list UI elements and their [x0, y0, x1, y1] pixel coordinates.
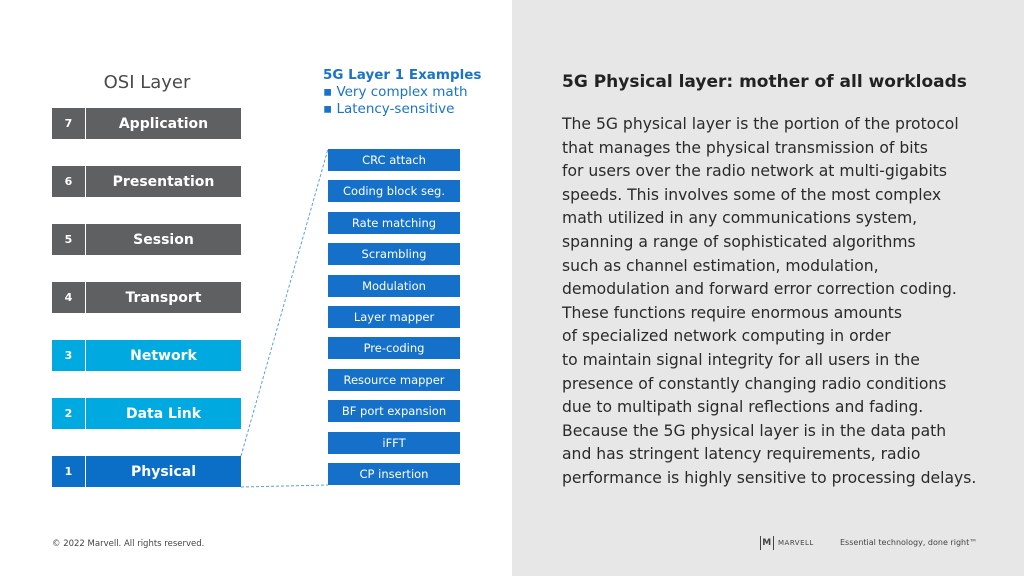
osi-layer-5: 5 Session [52, 224, 241, 255]
paragraph-line: to maintain signal integrity for all use… [562, 350, 920, 369]
examples-heading: 5G Layer 1 Examples [323, 67, 482, 83]
paragraph-line: that manages the physical transmission o… [562, 138, 928, 157]
paragraph-line: presence of constantly changing radio co… [562, 374, 947, 393]
osi-layer-4: 4 Transport [52, 282, 241, 313]
layer-label: Presentation [112, 173, 215, 190]
layer-number: 3 [52, 340, 86, 371]
bullet: ▪ Very complex math [323, 84, 468, 100]
content-title: 5G Physical layer: mother of all workloa… [562, 72, 967, 92]
paragraph-line: Because the 5G physical layer is in the … [562, 421, 947, 440]
layer-label: Application [118, 115, 209, 132]
osi-layer-1: 1 Physical [52, 456, 241, 487]
l1-step: Resource mapper [328, 368, 460, 391]
layer-number: 7 [52, 108, 86, 139]
l1-step: Coding block seg. [328, 180, 460, 203]
osi-layer-2: 2 Data Link [52, 398, 241, 429]
paragraph-line: demodulation and forward error correctio… [562, 280, 957, 299]
layer-number: 6 [52, 166, 86, 197]
paragraph-line: for users over the radio network at mult… [562, 162, 948, 181]
l1-step: Scrambling [328, 243, 460, 266]
layer-label: Network [130, 347, 197, 364]
l1-step: Pre-coding [328, 337, 460, 360]
marvell-logo: M MARVELL [760, 536, 814, 550]
paragraph-line: of specialized network computing in orde… [562, 327, 891, 346]
marvell-logo-icon: M [760, 536, 774, 550]
l1-step: Rate matching [328, 211, 460, 234]
paragraph-line: and has stringent latency requirements, … [562, 445, 921, 464]
paragraph-line: spanning a range of sophisticated algori… [562, 232, 916, 251]
layer-label: Session [133, 231, 194, 248]
osi-layer-6: 6 Presentation [52, 166, 241, 197]
paragraph-line: math utilized in any communications syst… [562, 209, 918, 228]
paragraph-line: due to multipath signal reflections and … [562, 398, 924, 417]
layer-label: Physical [130, 463, 197, 480]
paragraph-line: performance is highly sensitive to proce… [562, 468, 977, 487]
bullet: ▪ Latency-sensitive [323, 101, 455, 117]
paragraph-line: These functions require enormous amounts [562, 303, 902, 322]
l1-step: CRC attach [328, 149, 460, 171]
l1-step: BF port expansion [328, 400, 460, 423]
osi-title: OSI Layer [103, 72, 191, 93]
layer-label: Data Link [125, 405, 202, 422]
tagline: Essential technology, done right™ [840, 538, 978, 547]
layer-label: Transport [125, 289, 202, 306]
l1-step: Layer mapper [328, 306, 460, 328]
content-paragraph: The 5G physical layer is the portion of … [562, 113, 1002, 491]
l1-step: iFFT [328, 431, 460, 454]
left-panel: OSI Layer 7 Application 6 Presentation 5 Sess… [52, 67, 482, 549]
copyright: © 2022 Marvell. All rights reserved. [52, 539, 205, 549]
osi-layer-3: 3 Network [52, 340, 241, 371]
connector-lines [240, 148, 329, 488]
osi-layer-7: 7 Application [52, 108, 241, 139]
examples-heading-block: 5G Layer 1 Examples ▪ Very complex math … [323, 67, 481, 118]
layer-number: 1 [52, 456, 86, 487]
paragraph-line: speeds. This involves some of the most c… [562, 185, 942, 204]
layer-number: 5 [52, 224, 86, 255]
layer-number: 2 [52, 398, 86, 429]
layer-number: 4 [52, 282, 86, 313]
l1-step: Modulation [328, 274, 460, 297]
paragraph-line: The 5G physical layer is the portion of … [562, 115, 959, 133]
right-panel [512, 0, 1024, 576]
paragraph-line: such as channel estimation, modulation, [562, 256, 879, 275]
l1-step: CP insertion [328, 463, 460, 485]
